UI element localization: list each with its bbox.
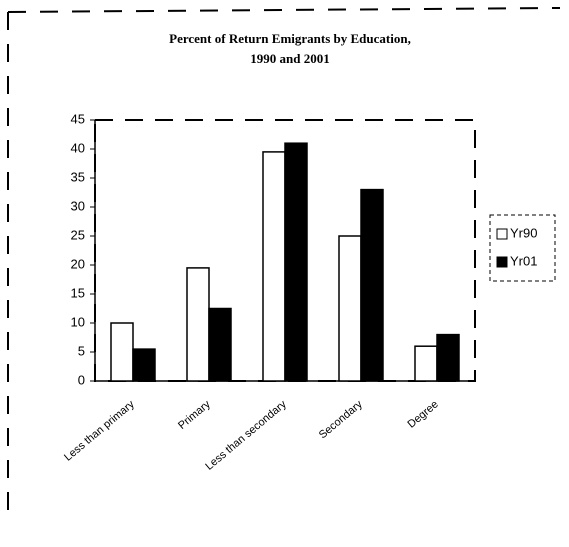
- y-tick-label: 0: [78, 372, 85, 387]
- legend-swatch: [496, 256, 508, 268]
- x-tick-label: Secondary: [317, 398, 365, 441]
- y-tick-label: 40: [71, 140, 85, 155]
- y-tick-label: 15: [71, 285, 85, 300]
- y-tick-label: 10: [71, 314, 85, 329]
- legend-swatch: [496, 228, 508, 240]
- x-tick-label: Primary: [176, 398, 213, 432]
- bar: [186, 267, 210, 382]
- x-tick-label: Degree: [405, 398, 440, 430]
- bar: [436, 333, 460, 382]
- legend-box: [489, 214, 556, 282]
- x-tick-label: Less than secondary: [203, 398, 289, 473]
- bar: [208, 307, 232, 382]
- bar: [110, 322, 134, 382]
- y-tick-label: 35: [71, 169, 85, 184]
- bar: [414, 345, 438, 382]
- y-tick-label: 20: [71, 256, 85, 271]
- chart-title: 1990 and 2001: [250, 51, 329, 66]
- legend-label: Yr01: [510, 253, 537, 268]
- y-tick-label: 45: [71, 111, 85, 126]
- bar: [360, 188, 384, 382]
- bar: [262, 151, 286, 382]
- y-tick-label: 25: [71, 227, 85, 242]
- y-tick-label: 30: [71, 198, 85, 213]
- outer-border: [7, 7, 561, 520]
- bar: [132, 348, 156, 382]
- bar: [284, 142, 308, 382]
- bar: [338, 235, 362, 382]
- x-tick-label: Less than primary: [62, 398, 137, 464]
- chart-title: Percent of Return Emigrants by Education…: [169, 31, 411, 46]
- y-tick-label: 5: [78, 343, 85, 358]
- legend-label: Yr90: [510, 225, 537, 240]
